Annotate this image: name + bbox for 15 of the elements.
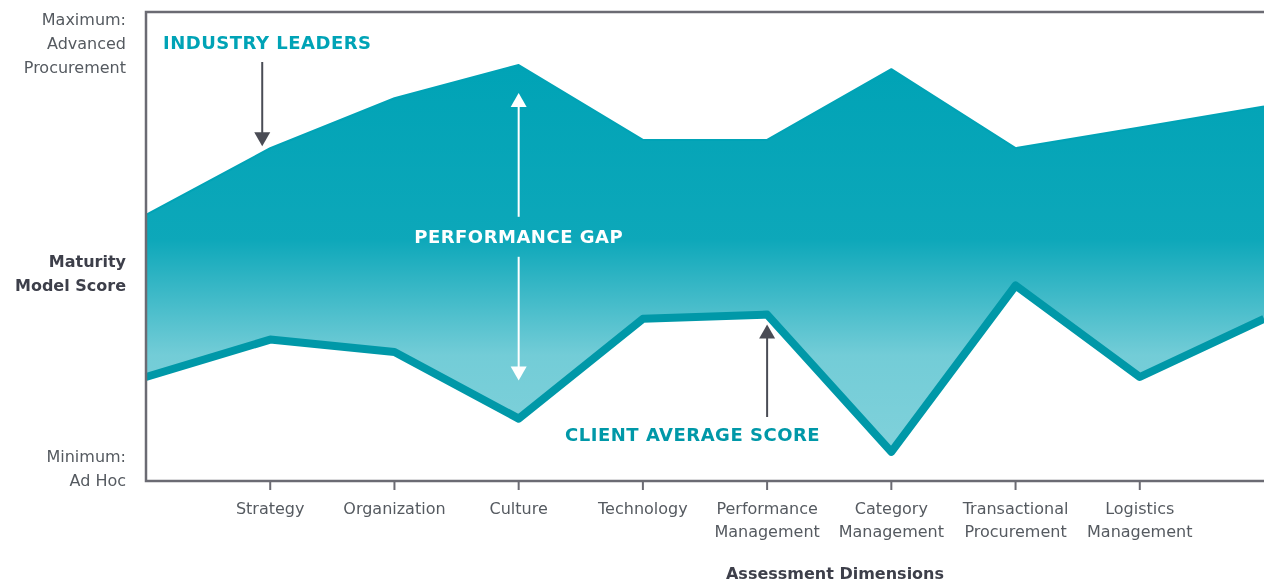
text: Minimum: Ad Hoc: [46, 447, 126, 490]
text: Maximum: Advanced Procurement: [23, 10, 126, 77]
x-tick-label: Strategy: [235, 499, 305, 518]
x-tick-label: Transactional Procurement: [961, 499, 1069, 541]
x-tick-label: Technology: [597, 499, 688, 518]
text: INDUSTRY LEADERS: [163, 32, 372, 53]
x-tick-label: Logistics Management: [1087, 499, 1193, 541]
x-tick-label: Category Management: [838, 499, 945, 541]
x-tick-label: Organization: [343, 499, 446, 518]
x-tick-label: Performance Management: [714, 499, 820, 541]
y-axis-title: Maturity Model Score: [14, 251, 127, 295]
series-label: CLIENT AVERAGE SCORE: [565, 424, 821, 445]
annotation: PERFORMANCE GAP: [414, 225, 624, 247]
x-axis-title: Assessment Dimensions: [725, 564, 945, 580]
x-tick-label: Culture: [489, 499, 548, 518]
